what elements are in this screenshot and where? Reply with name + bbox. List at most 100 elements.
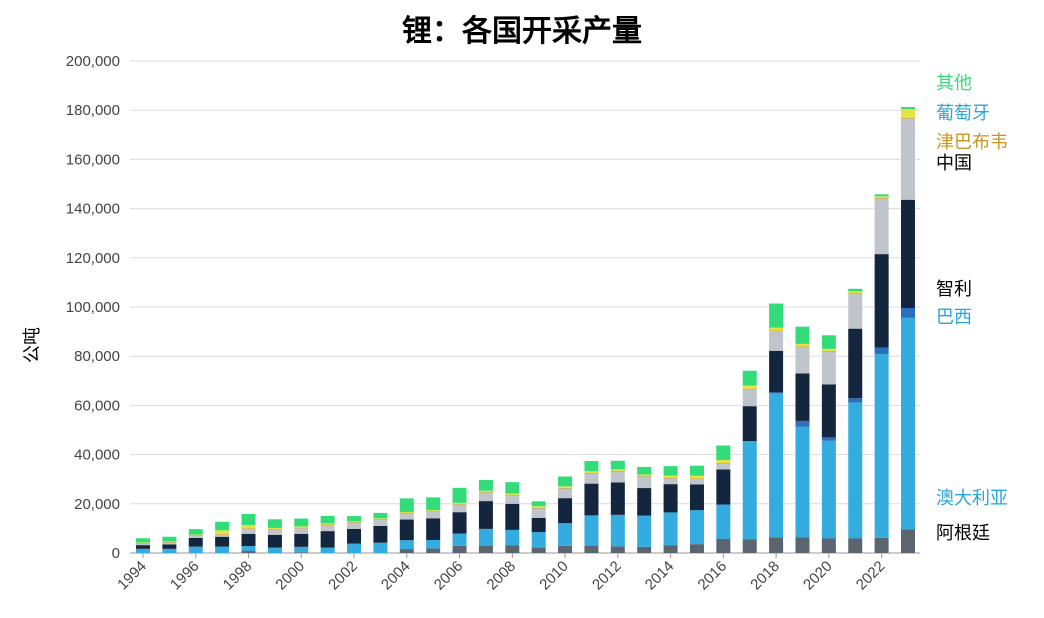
x-tick-label: 2004: [378, 558, 414, 594]
bar-segment: [426, 539, 441, 549]
bar-segment: [901, 107, 915, 109]
bar-segment: [241, 546, 256, 552]
bar-segment: [610, 460, 625, 470]
bar-segment: [267, 547, 282, 553]
bar-segment: [742, 406, 757, 442]
bar-segment: [399, 513, 414, 520]
bar-segment: [452, 502, 467, 505]
x-tick-label: 1998: [220, 558, 256, 594]
bar-segment: [505, 482, 520, 494]
bar-segment: [373, 525, 388, 543]
bar-segment: [215, 521, 230, 531]
x-tick-label: 2018: [747, 558, 783, 594]
x-tick-label: 1996: [167, 558, 203, 594]
bar-segment: [821, 538, 836, 553]
bar-segment: [162, 548, 177, 553]
bar-segment: [505, 503, 520, 530]
bar-segment: [769, 330, 784, 332]
bar-segment: [584, 515, 599, 546]
bar-segment: [136, 538, 150, 543]
bar-segment: [452, 533, 467, 546]
bar-segment: [610, 514, 625, 547]
bar-segment: [742, 370, 757, 386]
bar-segment: [215, 536, 230, 547]
chart-title: 锂：各国开采产量: [402, 14, 642, 49]
bar-segment: [136, 545, 150, 549]
bar-segment: [294, 528, 309, 534]
bar-segment: [531, 547, 546, 553]
bar-segment: [347, 543, 362, 553]
bar-segment: [742, 385, 757, 389]
y-axis-label: 公吨: [22, 327, 43, 363]
bar-segment: [689, 478, 704, 479]
legend-label: 阿根廷: [936, 523, 990, 544]
bar-segment: [610, 469, 625, 471]
bar-segment: [188, 535, 203, 537]
bar-segment: [848, 398, 863, 403]
bar-segment: [716, 462, 731, 464]
bar-segment: [558, 523, 573, 546]
axes: 0 20,000 40,000 60,000 80,000 100,000 120,000 1…: [66, 53, 889, 593]
bar-segment: [584, 472, 599, 474]
bar-segment: [637, 466, 652, 475]
bar-segment: [795, 326, 810, 344]
bar-segment: [716, 460, 731, 463]
bar-segment: [136, 548, 150, 553]
bar-segment: [637, 476, 652, 489]
bar-segment: [531, 507, 546, 509]
bar-segment: [478, 528, 493, 546]
bar-segment: [742, 539, 757, 553]
bar-segment: [874, 198, 889, 255]
y-tick-label: 20,000: [74, 496, 120, 513]
bar-segment: [874, 254, 889, 348]
bar-segment: [663, 477, 678, 479]
bar-segment: [848, 328, 863, 399]
bar-segment: [505, 494, 520, 496]
bar-segment: [452, 487, 467, 503]
bar-segment: [320, 525, 335, 532]
legend-label: 巴西: [936, 307, 972, 328]
bar-segment: [294, 526, 309, 528]
bar-segment: [241, 528, 256, 534]
bar-segment: [821, 335, 836, 349]
bar-segment: [689, 544, 704, 553]
bar-segment: [874, 353, 889, 538]
bar-segment: [637, 488, 652, 516]
bar-segment: [821, 440, 836, 539]
bar-segment: [426, 497, 441, 511]
bar-segment: [320, 531, 335, 548]
x-tick-label: 1994: [114, 558, 150, 594]
bar-segment: [399, 511, 414, 513]
bar-segment: [294, 518, 309, 527]
bar-segment: [848, 291, 863, 294]
y-tick-label: 140,000: [66, 201, 120, 218]
bar-segment: [901, 529, 915, 553]
bar-segment: [584, 545, 599, 553]
bar-segment: [426, 548, 441, 553]
y-tick-label: 180,000: [66, 102, 120, 119]
x-tick-label: 2020: [800, 558, 836, 594]
bar-segment: [478, 491, 493, 493]
bar-segment: [267, 527, 282, 530]
bar-segment: [136, 542, 150, 544]
y-tick-label: 0: [112, 545, 120, 562]
bar-segment: [452, 504, 467, 513]
bar-segment: [584, 483, 599, 516]
bar-segment: [162, 536, 177, 542]
bar-segment: [874, 194, 889, 197]
bar-segment: [558, 486, 573, 488]
bar-segment: [426, 510, 441, 512]
bar-segment: [452, 545, 467, 553]
bar-segment: [558, 498, 573, 524]
bar-segment: [452, 512, 467, 534]
bar-segment: [188, 529, 203, 535]
bar-segment: [531, 506, 546, 508]
bar-segment: [637, 474, 652, 476]
bar-segment: [531, 517, 546, 533]
bar-segment: [215, 530, 230, 535]
bar-segment: [215, 534, 230, 537]
y-tick-label: 40,000: [74, 447, 120, 464]
bar-segment: [689, 510, 704, 545]
